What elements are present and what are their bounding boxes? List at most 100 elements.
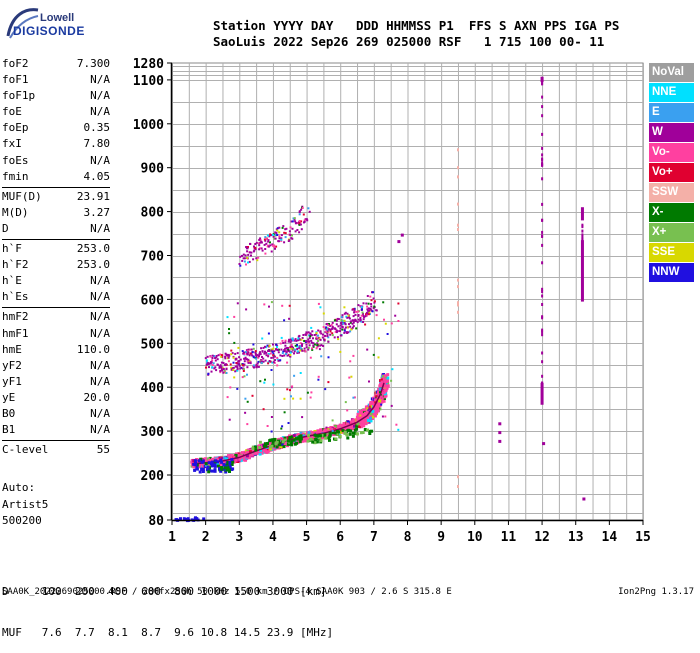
- echo-point: [291, 337, 294, 340]
- echo-point: [337, 430, 341, 434]
- echo-point: [316, 334, 319, 337]
- param-row: yF2 N/A: [2, 359, 110, 375]
- echo-point: [243, 375, 246, 378]
- echo-point: [281, 425, 284, 428]
- echo-point: [375, 314, 378, 317]
- echo-point: [290, 347, 293, 350]
- echo-point: [457, 223, 459, 227]
- echo-point: [373, 305, 376, 308]
- echo-point: [348, 317, 351, 320]
- echo-point: [272, 343, 274, 346]
- echo-point: [257, 360, 260, 363]
- echo-point: [221, 369, 224, 372]
- echo-point: [321, 428, 325, 432]
- param-label: fxI: [2, 137, 22, 151]
- echo-point: [457, 148, 459, 152]
- echo-point: [342, 322, 345, 325]
- echo-point: [298, 210, 301, 213]
- echo-point: [210, 462, 214, 466]
- param-label: fmin: [2, 169, 29, 183]
- echo-point: [384, 394, 388, 398]
- echo-point: [270, 430, 273, 433]
- echo-point: [292, 438, 296, 442]
- echo-point: [216, 464, 220, 468]
- echo-point: [541, 177, 544, 181]
- echo-point: [302, 434, 306, 438]
- echo-point: [253, 366, 255, 369]
- echo-point: [275, 232, 278, 234]
- echo-point: [261, 337, 264, 340]
- echo-point: [380, 403, 383, 406]
- param-row: h`F2 253.0: [2, 258, 110, 274]
- echo-point: [356, 321, 359, 324]
- param-row: foF2 7.300: [2, 57, 110, 73]
- legend-entry-x-: X-: [649, 203, 694, 222]
- echo-point: [315, 332, 318, 335]
- echo-point: [282, 342, 285, 344]
- echo-point: [541, 235, 544, 238]
- scaled-parameters-panel: foF2 7.300 foF1 N/A foF1p N/A foE N/A foEp 0.35 fx…: [2, 57, 110, 459]
- echo-point: [302, 334, 305, 336]
- echo-point: [366, 295, 369, 297]
- echo-point: [213, 367, 216, 370]
- echo-point: [357, 318, 360, 321]
- echo-point: [397, 240, 401, 244]
- x-tick-label: 13: [568, 530, 584, 545]
- echo-point: [384, 415, 387, 418]
- echo-point: [355, 424, 359, 428]
- echo-point: [298, 220, 301, 222]
- echo-point: [269, 360, 272, 363]
- echo-point: [346, 312, 349, 315]
- echo-point: [216, 358, 219, 361]
- echo-point: [254, 448, 258, 452]
- echo-point: [258, 248, 261, 251]
- echo-point: [252, 343, 255, 346]
- echo-point: [365, 311, 368, 314]
- echo-point: [343, 424, 347, 428]
- y-tick-label: 1100: [133, 74, 164, 89]
- echo-point: [307, 207, 310, 210]
- echo-point: [271, 243, 274, 246]
- echo-point: [327, 381, 330, 384]
- echo-point: [290, 443, 294, 447]
- echo-point: [269, 241, 271, 244]
- echo-point: [286, 442, 290, 446]
- echo-point: [348, 420, 352, 424]
- echo-point: [311, 440, 315, 444]
- echo-point: [265, 351, 268, 354]
- echo-point: [352, 315, 355, 318]
- echo-point: [222, 371, 225, 374]
- echo-point: [346, 409, 349, 412]
- echo-point: [304, 350, 307, 353]
- echo-point: [372, 353, 375, 356]
- logo-lowell-text: Lowell: [40, 12, 75, 24]
- echo-point: [318, 337, 321, 340]
- echo-point: [298, 440, 302, 444]
- echo-point: [335, 319, 338, 322]
- echo-point: [304, 436, 308, 440]
- echo-point: [213, 469, 217, 473]
- echo-point: [348, 323, 350, 326]
- echo-point: [266, 234, 269, 237]
- y-tick-label: 900: [141, 162, 165, 177]
- echo-point: [344, 326, 347, 329]
- param-value: 20.0: [83, 390, 111, 404]
- echo-point: [295, 437, 299, 441]
- echo-point: [246, 350, 249, 353]
- echo-point: [276, 349, 279, 352]
- echo-point: [217, 354, 220, 357]
- echo-point: [359, 319, 362, 321]
- echo-point: [233, 315, 236, 318]
- echo-point: [298, 435, 302, 439]
- param-row: MUF(D) 23.91: [2, 190, 110, 206]
- echo-point: [322, 326, 325, 328]
- echo-point: [328, 438, 331, 442]
- echo-point: [301, 207, 304, 209]
- echo-point: [224, 355, 227, 358]
- echo-point: [246, 352, 249, 355]
- echo-point: [360, 306, 363, 309]
- echo-point: [366, 348, 369, 351]
- echo-point: [282, 445, 286, 449]
- echo-point: [267, 239, 270, 242]
- echo-point: [299, 349, 302, 352]
